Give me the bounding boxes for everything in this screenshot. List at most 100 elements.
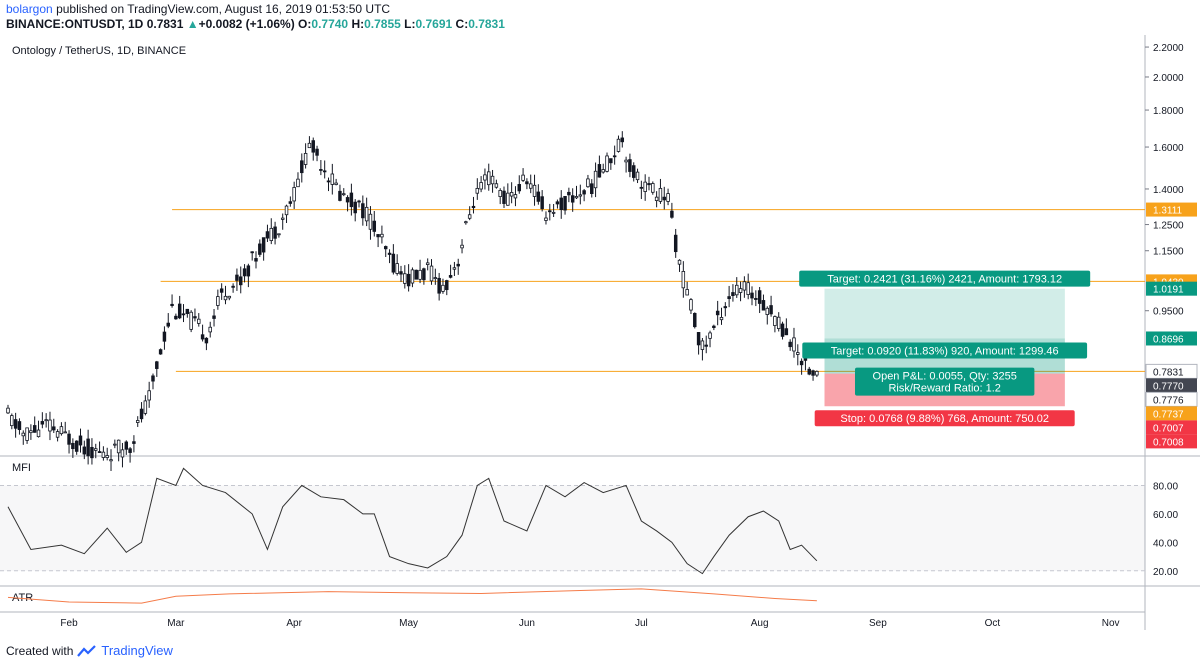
candle-body <box>353 201 357 214</box>
candle-body <box>55 431 60 438</box>
candle-body <box>410 269 415 284</box>
candle-body <box>712 325 716 328</box>
candle-body <box>506 192 510 206</box>
candle-body <box>597 164 602 178</box>
symbol-label: BINANCE:ONTUSDT, 1D <box>6 17 144 31</box>
candle-body <box>487 171 491 186</box>
created-with-text: Created with <box>6 643 74 658</box>
time-tick-label: May <box>399 618 418 629</box>
candle-body <box>464 221 468 224</box>
candle-body <box>429 265 434 282</box>
candle-body <box>536 191 541 202</box>
candle-body <box>471 205 476 209</box>
target-label: Target: 0.2421 (31.16%) 2421, Amount: 17… <box>827 274 1062 286</box>
candle-body <box>315 148 319 156</box>
time-tick-label: Aug <box>751 618 769 629</box>
candle-body <box>319 169 323 171</box>
candle-body <box>322 170 327 173</box>
candle-body <box>13 419 18 429</box>
target2-label-bg <box>802 342 1088 359</box>
candle-body <box>422 268 426 281</box>
candle-body <box>242 268 247 277</box>
candle-body <box>399 271 403 275</box>
publish-info: bolargon published on TradingView.com, A… <box>6 2 390 16</box>
candle-body <box>452 267 457 270</box>
candle-body <box>601 169 605 173</box>
candle-body <box>414 269 418 280</box>
candle-body <box>29 430 33 434</box>
candle-body <box>361 203 365 219</box>
candle-body <box>731 292 735 297</box>
axis-price-label: 1.0191 <box>1153 285 1184 296</box>
candle-body <box>689 299 693 311</box>
target2-label: Target: 0.0920 (11.83%) 920, Amount: 129… <box>831 345 1059 357</box>
price-tick-label: 1.8000 <box>1153 106 1184 117</box>
candle-body <box>528 183 533 189</box>
candle-body <box>513 194 518 199</box>
candle-body <box>773 316 777 326</box>
candle-body <box>658 188 663 202</box>
candle-body <box>670 210 674 218</box>
candle-body <box>727 296 731 300</box>
candle-body <box>612 155 617 158</box>
candle-body <box>559 197 563 211</box>
candle-body <box>334 182 338 185</box>
candle-body <box>216 296 220 306</box>
candle-body <box>254 258 258 262</box>
open-pnl-label: Risk/Reward Ratio: 1.2 <box>888 383 1001 395</box>
candle-body <box>185 308 190 314</box>
candle-body <box>6 407 10 414</box>
candle-body <box>277 233 281 236</box>
axis-price-label: 0.7007 <box>1153 423 1184 434</box>
candle-body <box>235 274 239 281</box>
candle-body <box>563 195 567 211</box>
candle-body <box>101 451 106 458</box>
candle-body <box>796 352 800 355</box>
candle-body <box>418 269 422 280</box>
candle-body <box>460 244 464 249</box>
candle-body <box>445 280 449 291</box>
trading-chart[interactable]: Ontology / TetherUS, 1D, BINANCE Target: … <box>0 35 1200 635</box>
candle-body <box>761 300 766 311</box>
candle-body <box>82 446 87 455</box>
candle-body <box>174 315 178 320</box>
candle-body <box>21 432 25 437</box>
candle-body <box>776 316 781 329</box>
price-label-bg <box>1146 281 1197 296</box>
candle-body <box>502 190 506 204</box>
author-link[interactable]: bolargon <box>6 2 53 16</box>
candle-body <box>124 441 129 450</box>
candle-body <box>296 178 300 188</box>
axis-price-label: 0.7831 <box>1153 367 1184 378</box>
change-up-icon: ▲ <box>186 17 199 31</box>
candle-body <box>200 334 205 340</box>
candle-body <box>448 275 453 278</box>
candle-body <box>300 160 304 174</box>
target-zone <box>824 288 1065 339</box>
axis-price-label: 0.7770 <box>1153 381 1184 392</box>
low-label: L: <box>404 17 416 31</box>
candle-body <box>437 277 441 294</box>
candle-body <box>261 237 266 253</box>
price-tick-label: 2.0000 <box>1153 73 1184 84</box>
candle-body <box>677 259 682 265</box>
candle-body <box>780 323 785 337</box>
candle-body <box>36 429 41 438</box>
candle-body <box>311 140 315 153</box>
candle-body <box>52 426 56 431</box>
tradingview-brand[interactable]: TradingView <box>101 643 173 658</box>
price-label-bg <box>1146 406 1197 421</box>
candle-body <box>338 190 342 201</box>
time-tick-label: Jun <box>519 618 535 629</box>
candle-body <box>788 341 792 348</box>
candle-body <box>48 419 52 432</box>
candle-body <box>151 375 155 382</box>
candle-body <box>635 171 640 181</box>
target-label-bg <box>799 270 1091 287</box>
candle-body <box>723 306 728 309</box>
candle-body <box>166 322 170 327</box>
candle-body <box>139 408 144 420</box>
candle-body <box>735 284 739 296</box>
price-change: +0.0082 (+1.06%) <box>198 17 295 31</box>
price-label-bg <box>1146 331 1197 346</box>
